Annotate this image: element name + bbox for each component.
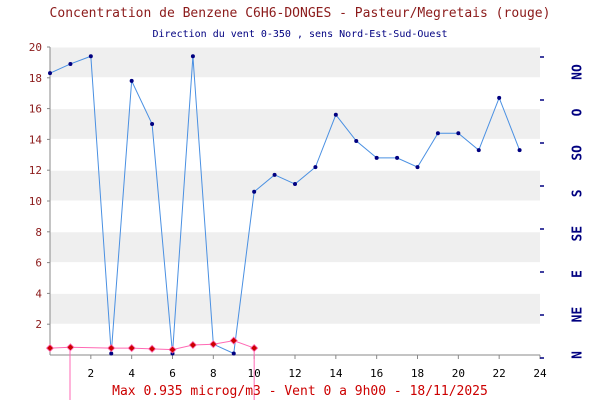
wind-direction-label: SO [571,145,586,161]
x-tick-label: 24 [533,367,547,380]
data-point-red [66,343,75,352]
data-point [517,148,522,153]
data-point [190,54,195,59]
x-tick-label: 6 [169,367,176,380]
data-point [333,112,338,117]
grid-band [50,293,540,325]
data-point-red [148,344,157,353]
data-point [456,131,461,136]
x-tick-label: 10 [248,367,261,380]
series-line-blue [49,55,521,355]
data-point [272,172,277,177]
grid-band [50,108,540,140]
chart-title: Concentration de Benzene C6H6-DONGES - P… [49,6,551,21]
wind-direction-label: E [571,270,586,278]
series-line-red [49,340,255,351]
x-tick-label: 12 [288,367,301,380]
wind-direction-label: SE [571,226,586,242]
data-point-red [188,340,197,350]
x-tick-label: 16 [370,367,383,380]
y-tick-label: 8 [35,226,42,239]
x-tick-label: 2 [88,367,95,380]
y-tick-label: 6 [35,257,42,270]
x-tick-label: 20 [452,367,465,380]
y-tick-label: 18 [29,72,42,85]
data-point-red [229,336,238,345]
data-point [88,54,93,59]
data-point-red [45,344,55,353]
data-point [435,131,440,136]
y-tick-label: 14 [29,133,43,146]
x-tick-label: 8 [210,367,217,380]
data-point [150,122,155,126]
y-tick-label: 20 [29,41,42,54]
data-point [476,148,481,153]
x-tick-label: 4 [128,367,135,380]
data-point-red [168,345,177,354]
data-point [129,78,134,83]
wind-direction-label: NO [571,64,586,80]
wind-direction-label: S [571,189,586,197]
wind-direction-label: NE [571,307,586,323]
data-point [109,351,114,356]
chart-footer: Max 0.935 microg/m3 - Vent 0 a 9h00 - 18… [112,384,488,399]
data-point [68,61,73,66]
data-point [395,155,400,160]
wind-direction-label: N [571,351,586,359]
y-tick-label: 2 [35,318,42,331]
y-tick-label: 12 [29,164,42,177]
wind-direction-label: O [571,108,586,116]
grid-band [50,47,540,78]
y-tick-label: 16 [29,103,42,116]
data-point-red [209,340,218,349]
data-point-red [107,344,116,353]
data-point [293,182,297,187]
data-point [354,138,359,143]
x-tick-label: 18 [411,367,424,380]
data-point [374,155,379,160]
data-point [252,189,257,194]
data-point [48,71,52,76]
grid-band [50,231,540,263]
data-point-red [250,344,259,353]
data-point [231,351,236,356]
data-point [415,165,420,170]
y-tick-label: 10 [29,195,42,208]
data-point-red [127,344,136,353]
data-point [313,165,318,170]
x-tick-label: 22 [493,367,506,380]
chart-subtitle: Direction du vent 0-350 , sens Nord-Est-… [152,29,448,40]
data-point [497,95,502,100]
y-tick-label: 4 [35,287,42,300]
x-tick-label: 14 [329,367,343,380]
